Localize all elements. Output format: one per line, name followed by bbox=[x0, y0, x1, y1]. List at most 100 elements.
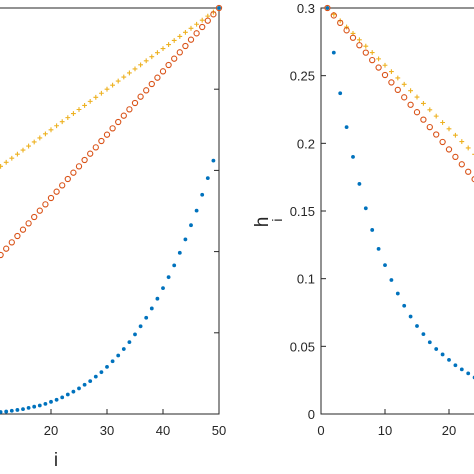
right-y-axis-label: h i bbox=[252, 217, 285, 228]
left-series-1-point bbox=[126, 106, 133, 113]
left-series-0 bbox=[0, 5, 222, 169]
right-series-0-point bbox=[395, 75, 401, 81]
left-series-2-point bbox=[99, 370, 104, 375]
left-series-0-point bbox=[31, 139, 37, 145]
left-series-1-point bbox=[36, 207, 43, 214]
left-series-0-point bbox=[138, 62, 143, 68]
right-series-1-point bbox=[356, 42, 363, 49]
right-y-tick-label: 0.2 bbox=[297, 136, 315, 151]
left-series-1-point bbox=[87, 150, 94, 157]
left-series-2-point bbox=[177, 250, 182, 255]
left-series-0-point bbox=[199, 17, 205, 23]
right-series-2-point bbox=[351, 154, 355, 159]
left-series-1-point bbox=[182, 42, 189, 50]
left-series-0-point bbox=[110, 82, 115, 88]
right-series-1-point bbox=[330, 12, 337, 19]
left-series-0-point bbox=[71, 111, 76, 116]
left-series-1-point bbox=[109, 125, 116, 132]
left-series-1-point bbox=[47, 194, 55, 202]
left-series-2-point bbox=[32, 404, 37, 409]
right-series-1-point bbox=[433, 131, 440, 138]
right-series-0-point bbox=[465, 145, 471, 151]
left-series-1-point bbox=[215, 4, 223, 12]
left-series-0-point bbox=[166, 42, 171, 47]
right-series-0-point bbox=[344, 24, 349, 30]
right-axes-box bbox=[320, 7, 474, 415]
right-series-0-point bbox=[459, 139, 465, 144]
right-series-0-point bbox=[414, 94, 420, 100]
left-plot-points bbox=[0, 4, 223, 414]
left-series-0-point bbox=[48, 127, 54, 133]
left-series-0-point bbox=[149, 54, 155, 60]
left-series-1-point bbox=[137, 93, 144, 100]
left-series-2-point bbox=[217, 6, 221, 10]
left-series-2-point bbox=[205, 176, 210, 181]
right-series-2-point bbox=[434, 347, 439, 351]
right-y-tick-label: 0.05 bbox=[290, 339, 315, 354]
right-series-2-point bbox=[325, 6, 330, 10]
left-series-1-point bbox=[42, 201, 49, 208]
left-series-2-point bbox=[200, 192, 205, 197]
left-series-1-point bbox=[199, 23, 206, 31]
right-series-1-point bbox=[337, 19, 344, 27]
left-series-0-point bbox=[183, 29, 188, 35]
left-series-1-point bbox=[115, 118, 122, 126]
left-series-0-point bbox=[132, 66, 138, 72]
right-series-2-point bbox=[383, 263, 387, 268]
left-series-1-point bbox=[31, 213, 38, 221]
left-series-1-point bbox=[176, 49, 183, 56]
right-series-0-point bbox=[376, 56, 381, 62]
right-series-1-point bbox=[445, 146, 453, 153]
right-series-0-point bbox=[401, 81, 407, 87]
left-series-1-point bbox=[98, 137, 105, 145]
right-plot-points bbox=[324, 4, 474, 380]
left-series-0-point bbox=[93, 94, 99, 100]
right-series-1-point bbox=[401, 94, 408, 101]
right-series-2-point bbox=[421, 332, 426, 337]
right-series-2-point bbox=[376, 246, 381, 251]
left-series-1-point bbox=[70, 169, 77, 176]
left-series-2-point bbox=[26, 406, 31, 410]
right-series-2-point bbox=[466, 371, 471, 376]
right-series-2-point bbox=[447, 357, 451, 362]
right-series-1-point bbox=[388, 79, 395, 86]
left-series-2-point bbox=[4, 409, 9, 414]
left-series-1-point bbox=[210, 11, 217, 18]
left-axes: 20 30 40 50 bbox=[0, 7, 226, 438]
right-series-2 bbox=[325, 6, 474, 380]
left-x-tick-label: 50 bbox=[212, 423, 226, 438]
left-series-0-point bbox=[76, 107, 82, 112]
left-x-tick-label: 20 bbox=[44, 423, 58, 438]
right-series-2-point bbox=[363, 206, 368, 211]
left-series-0-point bbox=[26, 143, 31, 149]
right-series-0-point bbox=[389, 69, 394, 75]
left-series-1-point bbox=[53, 188, 60, 195]
left-series-1-point bbox=[59, 182, 66, 189]
left-axes-box bbox=[0, 7, 220, 415]
left-x-tick-label: 30 bbox=[100, 423, 114, 438]
right-series-1-point bbox=[394, 86, 401, 94]
right-series-1-point bbox=[375, 64, 382, 71]
left-series-2-point bbox=[37, 403, 42, 408]
left-series-0-point bbox=[127, 70, 132, 76]
right-axes: 0 10 20 0 0.05 0.1 0.15 0.2 0.25 0.3 bbox=[290, 1, 474, 438]
right-series-0-point bbox=[382, 62, 388, 68]
left-series-0-point bbox=[155, 50, 160, 56]
left-series-2-point bbox=[43, 401, 48, 406]
left-series-2-point bbox=[155, 296, 160, 301]
left-series-0-point bbox=[99, 90, 104, 96]
left-series-0-point bbox=[0, 163, 3, 169]
right-series-1-point bbox=[381, 71, 389, 79]
right-series-0-point bbox=[363, 43, 369, 49]
right-x-tick-label: 10 bbox=[378, 423, 392, 438]
left-series-2-point bbox=[116, 353, 121, 358]
right-series-1-point bbox=[324, 4, 331, 12]
left-series-0-point bbox=[15, 151, 20, 157]
right-y-tick-label: 0.1 bbox=[297, 272, 315, 287]
left-series-2-point bbox=[105, 365, 109, 369]
right-series-1-point bbox=[439, 138, 446, 146]
right-series-0-point bbox=[421, 101, 426, 106]
right-series-2-point bbox=[440, 352, 445, 357]
right-series-2-point bbox=[395, 291, 400, 296]
left-x-tick-label: 40 bbox=[156, 423, 170, 438]
